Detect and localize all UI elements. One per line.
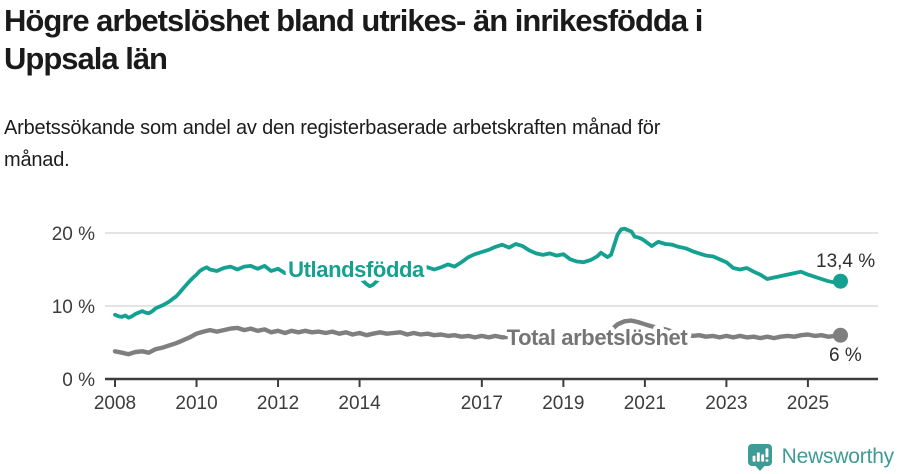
series-label-utlandsfodda: Utlandsfödda — [288, 257, 425, 282]
x-tick-label-2008: 2008 — [94, 393, 136, 414]
end-dot-total — [833, 327, 848, 343]
chart-subtitle-line-2: månad. — [4, 149, 70, 171]
exclamation-dot — [765, 459, 769, 462]
series-line-total — [112, 318, 843, 357]
x-tick-label-2019: 2019 — [542, 393, 584, 414]
chart-grid-layer: 0 % 10 % 20 % 2008 2010 2012 2014 2017 2019 2021 2… — [52, 224, 878, 414]
x-tick-label-2012: 2012 — [257, 393, 299, 414]
chart-subtitle: Arbetssökande som andel av den registerb… — [4, 112, 660, 176]
end-value-label-total: 6 % — [829, 345, 862, 366]
y-tick-label-20: 20 % — [52, 224, 95, 245]
series-label-total-arbetsloshet: Total arbetslöshet — [507, 325, 689, 350]
x-tick-label-2014: 2014 — [338, 393, 381, 414]
series-line-utlandsfodda — [113, 226, 843, 320]
bar-1 — [752, 455, 756, 462]
y-tick-label-10: 10 % — [52, 297, 95, 318]
chart-title-line-1: Högre arbetslöshet bland utrikes- än inr… — [4, 3, 703, 38]
exclamation-stem — [765, 448, 769, 458]
end-dot-utlandsfodda — [833, 273, 848, 289]
bar-3 — [760, 454, 764, 462]
x-tick-label-2025: 2025 — [787, 393, 829, 414]
speech-bubble-shape — [747, 444, 772, 471]
x-tick-label-2023: 2023 — [705, 393, 747, 414]
y-tick-label-0: 0 % — [62, 370, 95, 391]
end-value-label-utlandsfodda: 13,4 % — [816, 251, 875, 272]
brand-name: Newsworthy — [781, 445, 895, 468]
chart-labels-layer: Utlandsfödda Total arbetslöshet 13,4 % 6… — [284, 251, 875, 366]
newsworthy-logo[interactable]: Newsworthy — [747, 443, 894, 471]
newsworthy-speech-bubble-barchart-icon — [747, 444, 772, 471]
chart-title-line-2: Uppsala län — [4, 41, 168, 76]
chart-subtitle-line-1: Arbetssökande som andel av den registerb… — [4, 117, 661, 139]
bar-2 — [756, 452, 760, 462]
x-tick-label-2021: 2021 — [624, 393, 666, 414]
chart-title: Högre arbetslöshet bland utrikes- än inr… — [4, 2, 703, 78]
chart-series-layer — [112, 226, 848, 357]
x-tick-label-2017: 2017 — [461, 393, 503, 414]
x-tick-label-2010: 2010 — [175, 393, 217, 414]
